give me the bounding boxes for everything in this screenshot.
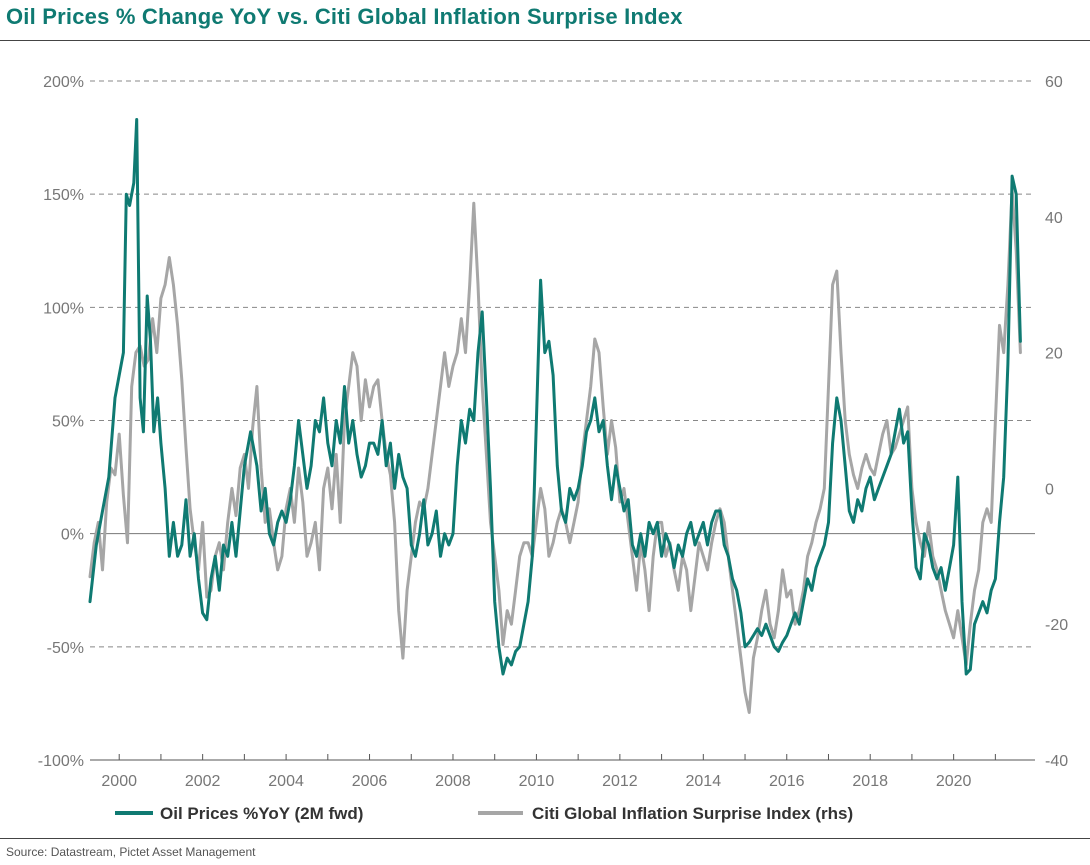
y-right-tick-label: 0: [1045, 481, 1054, 498]
x-tick-label: 2004: [268, 773, 304, 790]
y-right-tick-label: -40: [1045, 753, 1068, 770]
source-note: Source: Datastream, Pictet Asset Managem…: [6, 845, 256, 859]
x-tick-label: 2018: [852, 773, 888, 790]
y-right-tick-label: 40: [1045, 210, 1063, 227]
y-right-tick-label: 60: [1045, 74, 1063, 91]
x-tick-label: 2006: [352, 773, 388, 790]
series-lines: [88, 118, 1022, 714]
axes: 200% 150% 100% 50% 0% -50% -100% 60 40 20 0 -20 -40 2…: [38, 74, 1068, 790]
y-right-tick-label: 20: [1045, 346, 1063, 363]
title-divider: [0, 40, 1090, 41]
x-tick-label: 2012: [602, 773, 638, 790]
y-left-tick-label: 0%: [61, 527, 84, 544]
series-line-oil: [88, 118, 1022, 676]
y-left-tick-label: 150%: [43, 187, 84, 204]
y-left-tick-label: 50%: [52, 414, 84, 431]
x-tick-label: 2014: [686, 773, 722, 790]
y-left-tick-label: 200%: [43, 74, 84, 91]
x-tick-label: 2020: [936, 773, 972, 790]
x-tick-label: 2000: [101, 773, 137, 790]
x-tick-label: 2016: [769, 773, 805, 790]
legend-label-oil: Oil Prices %YoY (2M fwd): [160, 804, 363, 823]
y-right-tick-label: -20: [1045, 617, 1068, 634]
x-tick-label: 2008: [435, 773, 471, 790]
y-left-tick-label: -50%: [47, 640, 84, 657]
y-left-tick-label: 100%: [43, 300, 84, 317]
chart-title: Oil Prices % Change YoY vs. Citi Global …: [6, 4, 683, 29]
x-tick-label: 2002: [185, 773, 221, 790]
source-divider: [0, 838, 1090, 839]
x-tick-label: 2010: [519, 773, 555, 790]
y-left-tick-label: -100%: [38, 753, 84, 770]
grid-lines: [90, 80, 1035, 761]
legend-label-citi: Citi Global Inflation Surprise Index (rh…: [532, 804, 853, 823]
legend: Oil Prices %YoY (2M fwd) Citi Global Inf…: [115, 804, 853, 823]
